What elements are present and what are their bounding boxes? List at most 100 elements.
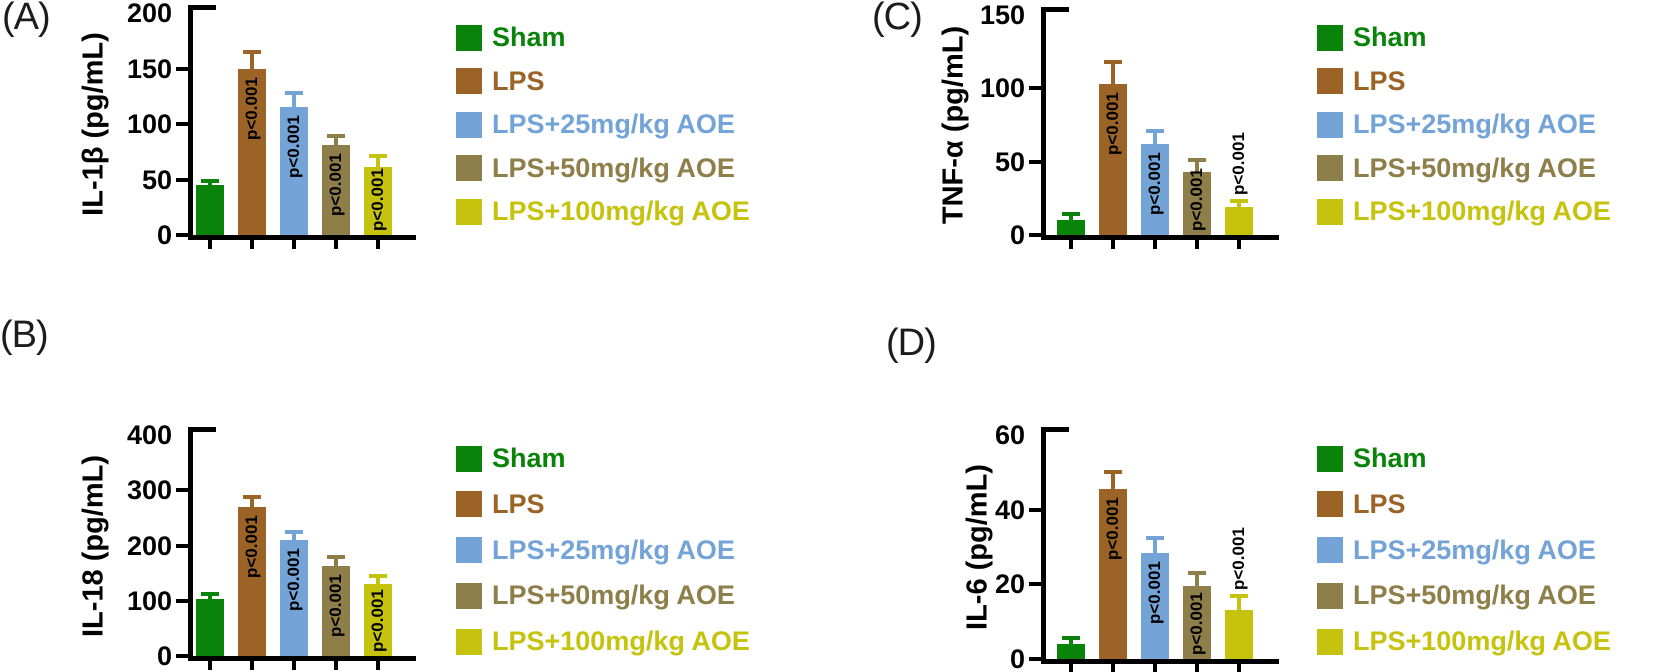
x-tick-b [376,661,380,670]
error-bar-a [292,92,296,116]
legend-swatch-a-2 [456,68,482,94]
error-bar-cap-a [369,154,387,159]
error-bar-cap-b [243,494,261,499]
y-tick-label-c: 50 [994,146,1025,177]
y-axis-a [188,5,193,240]
x-axis-c [1041,235,1279,240]
y-tick-label-d: 60 [994,420,1025,450]
error-bar-d [1111,472,1115,498]
error-bar-b [250,496,254,515]
legend-swatch-c-1 [1317,24,1343,51]
x-tick-a [376,240,380,249]
error-bar-d [1195,573,1199,595]
error-bar-cap-b [327,555,345,560]
error-bar-b [334,557,338,574]
error-bar-cap-c [1188,158,1206,163]
y-axis-d [1041,427,1046,664]
y-tick-label-d: 0 [1009,644,1025,672]
panel-label-b: (B) [0,314,49,356]
legend-label-c-4: LPS+50mg/kg AOE [1353,152,1596,183]
y-tick-b [176,598,188,603]
legend-swatch-a-1 [456,24,482,51]
bar-d-2 [1099,489,1127,659]
x-tick-c [1153,240,1157,249]
error-bar-a [376,156,380,176]
y-tick-label-a: 50 [141,164,172,195]
error-bar-a [334,136,338,154]
error-bar-d [1237,595,1241,619]
y-tick-b [176,543,188,548]
p-value-label-a: p<0.001 [326,153,345,217]
error-bar-cap-c [1062,212,1080,217]
x-tick-c [1237,240,1241,249]
y-tick-c [1029,86,1041,91]
y-tick-b [176,654,188,658]
y-tick-c [1029,159,1041,164]
p-value-label-a: p<0.001 [242,76,261,140]
error-bar-c [1153,130,1157,153]
bar-c-2 [1099,83,1127,235]
legend-label-b-2: LPS [492,488,545,519]
legend-row-b-5: LPS+100mg/kg AOE [456,628,750,655]
legend-row-a-3: LPS+25mg/kg AOE [456,111,735,138]
y-axis-title-d: IL-6 (pg/mL) [961,464,994,630]
p-value-label-c: p<0.001 [1229,132,1248,196]
legend-swatch-c-5 [1317,198,1343,225]
legend-row-b-2: LPS [456,488,545,519]
bar-b-2 [238,506,266,656]
bar-d-4 [1183,586,1211,659]
x-tick-a [292,240,296,249]
bar-c-3 [1141,144,1169,235]
legend-swatch-d-2 [1317,491,1343,518]
error-bar-cap-d [1188,571,1206,576]
legend-row-d-5: LPS+100mg/kg AOE [1317,628,1611,655]
legend-swatch-b-5 [456,628,482,655]
error-bar-d [1153,537,1157,561]
y-axis-b [188,427,193,661]
legend-label-a-2: LPS [492,65,545,96]
p-value-label-c: p<0.001 [1187,168,1206,231]
y-axis-title-c: TNF-α (pg/mL) [937,25,970,225]
legend-label-b-4: LPS+50mg/kg AOE [492,580,735,611]
p-value-label-b: p<0.001 [368,589,387,652]
error-bar-cap-d [1146,535,1164,540]
y-tick-label-c: 0 [1009,220,1025,250]
legend-label-c-3: LPS+25mg/kg AOE [1353,109,1596,139]
y-tick-top-d [1046,427,1069,432]
error-bar-cap-c [1230,199,1248,204]
y-tick-d [1029,507,1041,512]
error-bar-cap-a [201,178,219,183]
legend-label-c-5: LPS+100mg/kg AOE [1353,196,1611,226]
bar-c-5 [1225,207,1253,235]
legend-row-c-4: LPS+50mg/kg AOE [1317,152,1596,183]
legend-swatch-b-3 [456,537,482,564]
x-tick-a [334,240,338,249]
legend-swatch-c-2 [1317,68,1343,94]
error-bar-c [1195,160,1199,180]
panel-label-c: (C) [872,0,923,38]
legend-swatch-c-3 [1317,111,1343,138]
legend-label-c-2: LPS [1353,65,1406,96]
legend-label-a-4: LPS+50mg/kg AOE [492,152,735,183]
bar-b-4 [322,565,350,656]
x-tick-b [292,661,296,670]
p-value-label-a: p<0.001 [284,115,303,179]
legend-swatch-a-3 [456,111,482,138]
legend-row-d-4: LPS+50mg/kg AOE [1317,582,1596,609]
error-bar-a [250,51,254,77]
y-tick-a [176,122,188,126]
legend-swatch-d-1 [1317,445,1343,472]
x-tick-b [250,661,254,670]
x-tick-c [1195,240,1199,249]
p-value-label-b: p<0.001 [242,514,261,578]
error-bar-cap-c [1104,59,1122,64]
y-tick-a [176,66,188,71]
bar-b-1 [196,598,224,656]
legend-row-b-3: LPS+25mg/kg AOE [456,534,735,565]
legend-swatch-b-4 [456,582,482,609]
y-tick-d [1029,657,1041,661]
legend-label-a-3: LPS+25mg/kg AOE [492,109,735,139]
y-tick-label-a: 0 [156,220,172,250]
legend-label-b-3: LPS+25mg/kg AOE [492,534,735,565]
legend-row-c-3: LPS+25mg/kg AOE [1317,111,1596,138]
